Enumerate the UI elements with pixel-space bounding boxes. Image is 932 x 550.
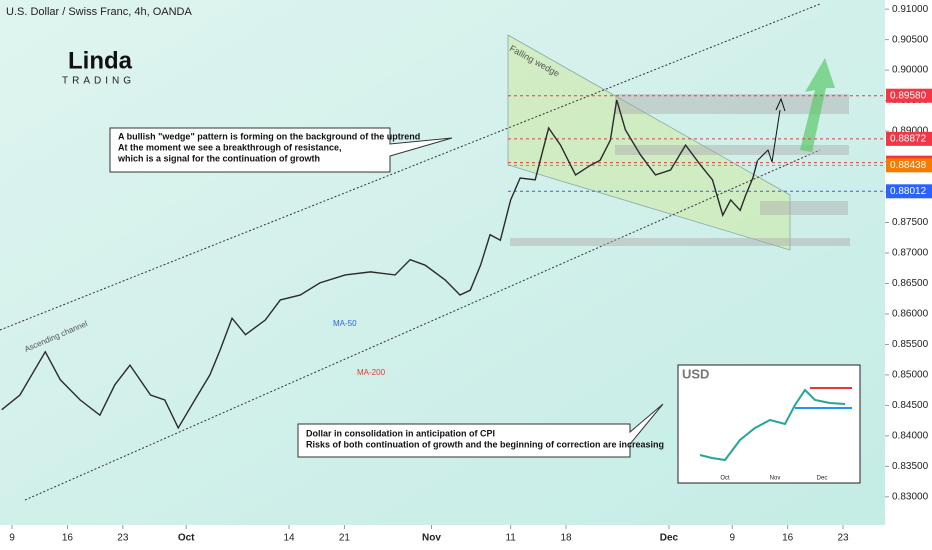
annotation: Dollar in consolidation in anticipation … <box>306 428 495 438</box>
wedge <box>507 34 791 251</box>
inset-x-label: Oct <box>720 476 730 482</box>
x-tick-label: 21 <box>339 533 351 544</box>
zone <box>510 238 850 246</box>
price-tag <box>886 88 932 103</box>
price-tag-label: 0.88872 <box>890 134 927 145</box>
logo: Linda <box>68 47 133 74</box>
price-tag-label: 0.88438 <box>890 160 927 171</box>
x-tick-label: 16 <box>62 533 74 544</box>
x-tick-label: 11 <box>505 533 516 544</box>
x-tick-label: 9 <box>729 533 735 544</box>
inset-line <box>699 388 846 462</box>
chart-title: U.S. Dollar / Swiss Franc, 4h, OANDA <box>6 6 192 18</box>
logo-sub: TRADING <box>62 76 135 87</box>
zone <box>615 94 849 114</box>
y-tick-label: 0.84000 <box>892 431 929 442</box>
channel-line <box>24 149 821 501</box>
y-tick-label: 0.86000 <box>892 309 929 320</box>
price-tag-label: 0.88012 <box>890 186 927 197</box>
price-line <box>1 99 759 430</box>
y-tick-label: 0.87000 <box>892 248 929 259</box>
y-tick-label: 0.85000 <box>892 370 929 381</box>
x-tick-label: 9 <box>9 533 15 544</box>
x-tick-label: Nov <box>422 533 441 544</box>
axis-bg <box>0 525 885 550</box>
annotation: At the moment we see a breakthrough of r… <box>118 142 342 152</box>
x-tick-label: 23 <box>117 533 129 544</box>
y-tick-label: 0.83500 <box>892 461 929 472</box>
ma-label: MA-50 <box>333 319 357 328</box>
annotation: A bullish "wedge" pattern is forming on … <box>118 131 420 141</box>
x-tick-label: Oct <box>178 533 195 544</box>
price-tag <box>886 131 932 146</box>
callout <box>297 403 664 458</box>
y-tick-label: 0.84500 <box>892 400 929 411</box>
x-tick-label: 14 <box>283 533 295 544</box>
y-tick-label: 0.87500 <box>892 217 929 228</box>
annotation: which is a signal for the continuation o… <box>117 153 320 163</box>
arrow <box>757 97 786 163</box>
inset: USD Oct Nov Dec <box>677 364 861 484</box>
x-tick-label: Dec <box>660 533 679 544</box>
inset-title: USD <box>682 366 709 381</box>
y-tick-label: 0.89000 <box>892 126 929 137</box>
annotation: Risks of both continuation of growth and… <box>306 439 664 449</box>
price-tag <box>886 184 932 199</box>
x-tick-label: 18 <box>560 533 572 544</box>
zone <box>615 145 849 155</box>
x-tick-label: 16 <box>782 533 794 544</box>
y-tick-label: 0.91000 <box>892 4 929 15</box>
inset-box <box>677 364 861 484</box>
price-tag <box>886 158 932 173</box>
inset-x-label: Dec <box>817 476 828 482</box>
y-tick-label: 0.85500 <box>892 339 929 350</box>
ma-label: MA-200 <box>357 368 386 377</box>
green-arrow <box>800 58 835 152</box>
y-tick-label: 0.90000 <box>892 65 929 76</box>
inset-x-label: Nov <box>770 476 781 482</box>
x-tick-label: 23 <box>837 533 849 544</box>
channel-line <box>0 3 821 331</box>
callout <box>109 127 453 173</box>
price-tag-label: 0.89580 <box>890 90 927 101</box>
y-tick-label: 0.83000 <box>892 491 929 502</box>
zone <box>760 201 848 215</box>
y-tick-label: 0.86500 <box>892 278 929 289</box>
y-tick-label: 0.90500 <box>892 34 929 45</box>
